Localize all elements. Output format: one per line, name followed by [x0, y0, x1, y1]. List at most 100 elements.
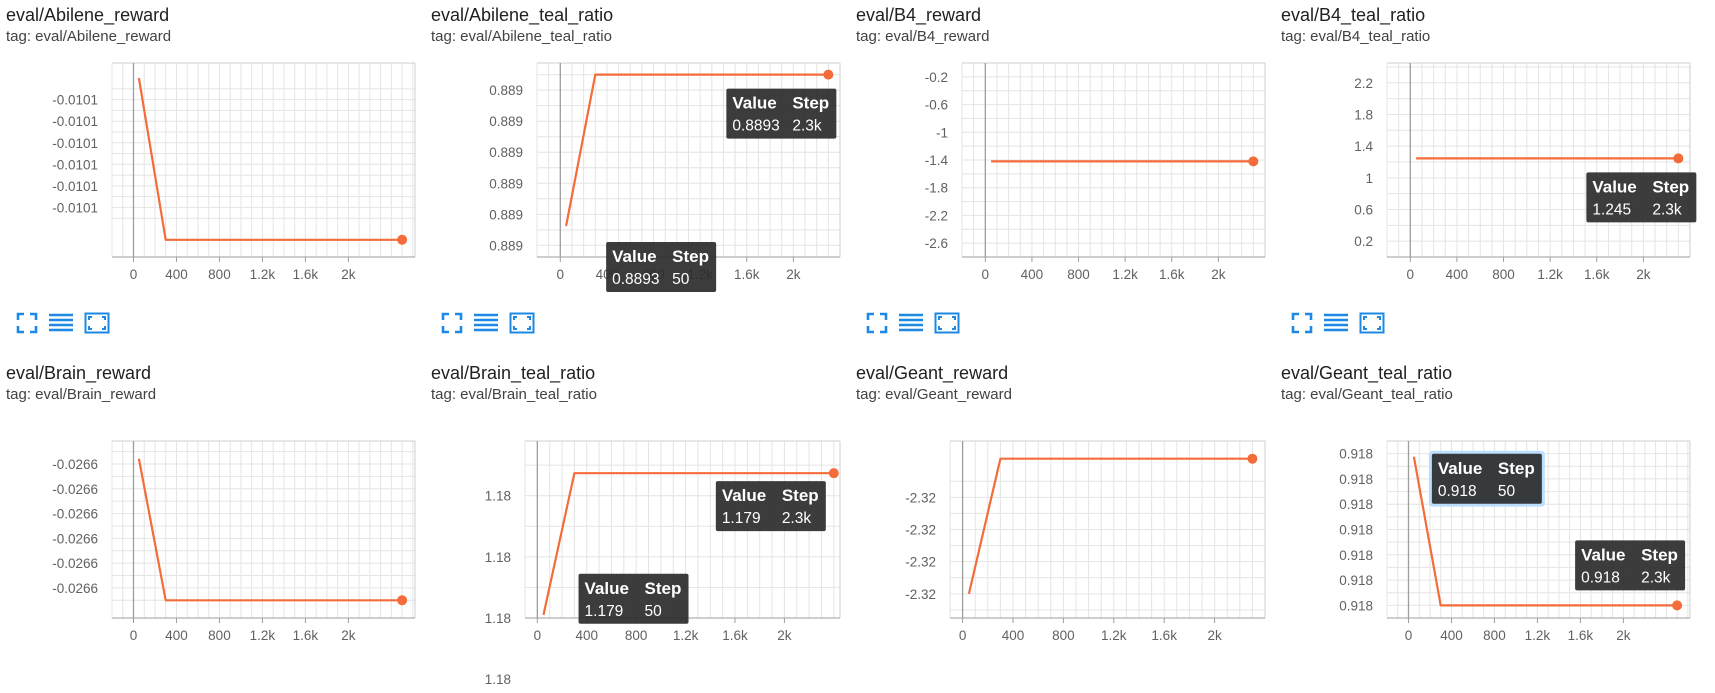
- tooltip: Value Step 1.245 2.3k: [1586, 172, 1697, 223]
- x-tick-label: 1.2k: [1112, 267, 1138, 282]
- tooltip-header-value: Value: [612, 247, 656, 266]
- x-tick-label: 2k: [1636, 267, 1651, 282]
- x-tick-label: 1.6k: [722, 628, 748, 643]
- fit-domain-icon[interactable]: [509, 312, 535, 336]
- grid-lines: [1386, 63, 1691, 257]
- data-table-icon[interactable]: [1323, 312, 1349, 336]
- y-tick-label: -0.0101: [52, 179, 98, 194]
- tooltip-header-value: Value: [585, 579, 629, 598]
- line-chart[interactable]: 0 400 800 1.2k 1.6k 2k 0.918 0.918 0.918 0.918 0.9…: [1275, 413, 1695, 653]
- tooltip-header-value: Value: [1581, 545, 1625, 564]
- data-table-icon[interactable]: [473, 312, 499, 336]
- series-end-point[interactable]: [1672, 600, 1683, 611]
- tooltip-header-step: Step: [792, 94, 829, 113]
- y-tick-label: -0.0266: [52, 581, 98, 596]
- series-line[interactable]: [137, 458, 403, 602]
- fullscreen-icon[interactable]: [16, 312, 42, 336]
- chart-title: eval/B4_reward: [856, 5, 982, 25]
- y-tick-label: 1: [1365, 171, 1373, 186]
- grid-lines: [961, 62, 1266, 257]
- chart-card: eval/Abilene_teal_ratio tag: eval/Abilene…: [425, 0, 845, 335]
- x-tick-label: 0: [959, 628, 967, 643]
- series-end-point[interactable]: [397, 234, 408, 245]
- x-tick-label: 400: [1440, 628, 1463, 643]
- y-tick-label: -1.4: [925, 153, 949, 168]
- y-tick-label: 0.889: [489, 145, 523, 160]
- series-end-point[interactable]: [397, 595, 408, 606]
- series-end-point[interactable]: [828, 468, 839, 479]
- x-tick-label: 0: [130, 628, 138, 643]
- tooltip-step: 2.3k: [782, 510, 812, 527]
- chart-tag: tag: eval/Abilene_teal_ratio: [431, 28, 612, 45]
- series-line[interactable]: [137, 77, 403, 241]
- x-tick-label: 2k: [786, 267, 801, 282]
- x-tick-label: 1.2k: [1101, 628, 1127, 643]
- y-tick-label: 0.918: [1339, 598, 1373, 613]
- y-tick-label: -2.32: [905, 490, 936, 505]
- tooltip-step: 2.3k: [792, 118, 822, 135]
- y-tick-label: -0.0101: [52, 157, 98, 172]
- y-tick-label: 1.4: [1354, 139, 1373, 154]
- chart-tag: tag: eval/B4_teal_ratio: [1281, 28, 1431, 45]
- line-chart[interactable]: 04008001.2k1.6k2k0.8890.8890.8890.8890.8…: [425, 55, 845, 295]
- fit-domain-icon[interactable]: [1359, 312, 1385, 336]
- y-tick-label: 0.889: [489, 238, 523, 253]
- x-tick-label: 400: [575, 628, 598, 643]
- chart-card: eval/Geant_reward tag: eval/Geant_reward 0…: [850, 358, 1270, 693]
- series-line[interactable]: [1412, 456, 1678, 607]
- grid-lines: [111, 63, 415, 257]
- y-tick-label: 1.18: [485, 550, 511, 565]
- x-tick-label: 1.2k: [673, 628, 699, 643]
- series-line[interactable]: [565, 73, 829, 227]
- line-chart[interactable]: 0 400 800 1.2k 1.6k 2k 2.2 1.8 1.4 1 0.6 0.2 Value St…: [1275, 55, 1697, 295]
- fit-domain-icon[interactable]: [84, 312, 110, 336]
- data-table-icon[interactable]: [898, 312, 924, 336]
- x-tick-label: 2k: [341, 628, 356, 643]
- series-end-point[interactable]: [1248, 156, 1259, 167]
- series-end-point[interactable]: [1673, 153, 1684, 164]
- line-chart[interactable]: 0 400 800 1.2k 1.6k 2k -2.32 -2.32 -2.32 -2.32: [850, 413, 1270, 653]
- fit-domain-icon[interactable]: [934, 312, 960, 336]
- line-chart[interactable]: 0 400 800 1.2k 1.6k 2k 1.18 1.18 1.18 1.18 Value St…: [425, 413, 845, 687]
- tooltip-header-step: Step: [1498, 459, 1535, 478]
- chart-card: eval/B4_teal_ratio tag: eval/B4_teal_rati…: [1275, 0, 1697, 336]
- x-tick-label: 1.6k: [1159, 267, 1185, 282]
- tooltip-header-step: Step: [672, 247, 709, 266]
- line-chart[interactable]: 0 400 800 1.2k 1.6k 2k -0.0101 -0.0101 -0.0101 -0…: [0, 55, 420, 295]
- x-tick-label: 1.6k: [1151, 628, 1177, 643]
- tooltip-box: [606, 241, 717, 292]
- y-tick-label: 0.918: [1339, 497, 1373, 512]
- chart-tag: tag: eval/Brain_teal_ratio: [431, 386, 597, 403]
- x-tick-label: 2k: [341, 267, 356, 282]
- fullscreen-icon[interactable]: [866, 312, 892, 336]
- y-tick-label: -0.0101: [52, 136, 98, 151]
- series-line[interactable]: [542, 472, 834, 616]
- y-tick-label: -0.0101: [52, 200, 98, 215]
- tooltip-value: 1.179: [722, 510, 761, 527]
- chart-tag: tag: eval/B4_reward: [856, 28, 990, 45]
- line-chart[interactable]: 0 400 800 1.2k 1.6k 2k -0.0266 -0.0266 -0.0266 -0…: [0, 413, 420, 653]
- x-tick-label: 1.6k: [293, 267, 319, 282]
- series-end-point[interactable]: [823, 69, 834, 80]
- y-tick-label: 0.918: [1339, 573, 1373, 588]
- series-end-point[interactable]: [1247, 453, 1258, 464]
- tooltip: Value Step 0.918 2.3k: [1575, 540, 1686, 591]
- x-tick-label: 2k: [777, 628, 792, 643]
- fullscreen-icon[interactable]: [441, 312, 467, 336]
- y-tick-label: -2.2: [925, 208, 948, 223]
- tooltip-step: 50: [672, 271, 690, 288]
- chart-title: eval/Brain_teal_ratio: [431, 363, 596, 383]
- x-tick-label: 1.6k: [1568, 628, 1594, 643]
- y-tick-label: 0.889: [489, 176, 523, 191]
- x-tick-label: 1.6k: [293, 628, 319, 643]
- data-table-icon[interactable]: [48, 312, 74, 336]
- chart-title: eval/Abilene_reward: [6, 5, 170, 25]
- x-tick-label: 1.6k: [1584, 267, 1610, 282]
- chart-card: eval/B4_reward tag: eval/B4_reward 0 400 800…: [850, 0, 1270, 335]
- tooltip-step: 2.3k: [1652, 201, 1682, 218]
- x-tick-label: 2k: [1616, 628, 1631, 643]
- series-line[interactable]: [967, 457, 1253, 595]
- tooltip: Value Step 1.179 2.3k: [715, 481, 826, 532]
- line-chart[interactable]: 0 400 800 1.2k 1.6k 2k -0.2 -0.6 -1 -1.4 -1.8 -2.2 -…: [850, 55, 1270, 295]
- fullscreen-icon[interactable]: [1291, 312, 1317, 336]
